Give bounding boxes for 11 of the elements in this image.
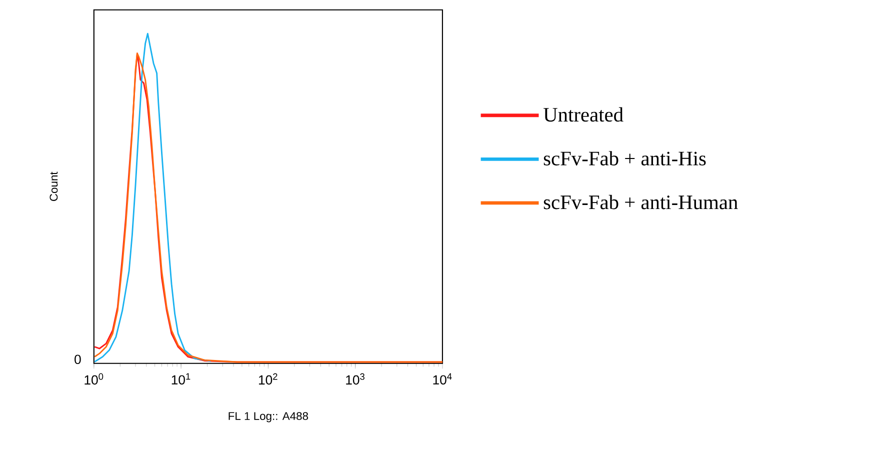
x-tick-label: 10$^{2}$ [258, 373, 278, 384]
x-tick-label: 10$^{1}$ [172, 373, 190, 384]
legend-label: scFv-Fab + anti-His [544, 150, 706, 166]
x-tick-label: 10$^{3}$ [346, 373, 364, 384]
x-tick-label: 10$^{4}$ [433, 373, 452, 384]
x-tick-label: 10$^{0}$ [84, 373, 104, 384]
legend-label: scFv-Fab + anti-Human [544, 194, 738, 210]
x-axis-title: FL 1 Log:: A488 [228, 412, 308, 422]
text: 0 [74, 354, 81, 364]
y-axis-title: Count [50, 172, 58, 201]
legend-label: Untreated [544, 107, 624, 122]
